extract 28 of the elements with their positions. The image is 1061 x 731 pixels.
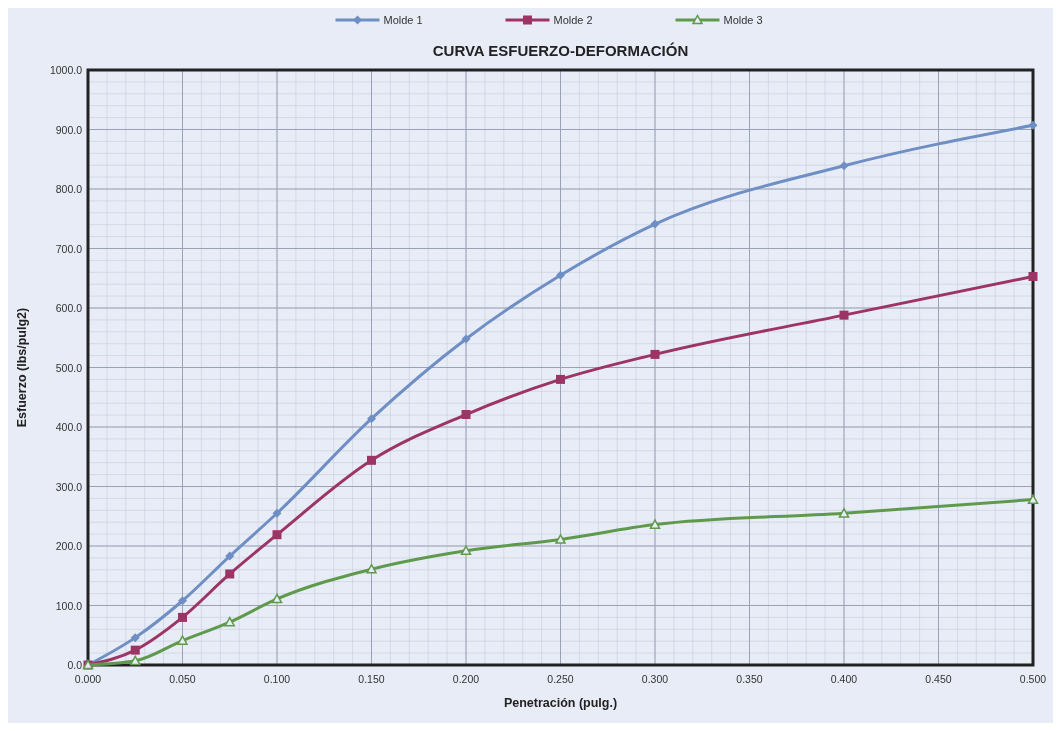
- y-tick-label: 400.0: [55, 421, 83, 433]
- x-tick-label: 0.000: [74, 673, 102, 685]
- y-tick-label: 0.0: [67, 659, 83, 671]
- y-tick-label: 800.0: [55, 183, 83, 195]
- x-tick-label: 0.500: [1019, 673, 1047, 685]
- x-axis-title: Penetración (pulg.): [503, 696, 618, 710]
- chart-title: CURVA ESFUERZO-DEFORMACIÓN: [432, 42, 689, 59]
- y-tick-label: 100.0: [55, 599, 83, 612]
- y-tick-label: 500.0: [55, 361, 83, 374]
- legend-label: Molde 2: [553, 14, 593, 26]
- x-tick-label: 0.400: [830, 673, 858, 685]
- y-tick-label: 900.0: [55, 123, 83, 136]
- y-axis-title: Esfuerzo (lbs/pulg2): [15, 307, 29, 428]
- y-tick-label: 600.0: [55, 302, 83, 314]
- y-tick-label: 200.0: [55, 540, 83, 552]
- y-tick-label: 1000.0: [49, 64, 83, 76]
- x-tick-label: 0.450: [925, 673, 952, 685]
- y-tick-label: 700.0: [55, 242, 83, 255]
- legend-label: Molde 1: [383, 14, 423, 26]
- x-tick-label: 0.250: [547, 673, 574, 685]
- x-tick-label: 0.150: [358, 673, 385, 685]
- x-tick-label: 0.050: [169, 673, 196, 685]
- x-tick-label: 0.300: [641, 673, 669, 685]
- y-tick-label: 300.0: [55, 480, 83, 493]
- x-tick-label: 0.100: [263, 673, 291, 685]
- x-tick-label: 0.200: [452, 673, 480, 685]
- x-tick-label: 0.350: [736, 673, 763, 685]
- legend-label: Molde 3: [723, 14, 763, 26]
